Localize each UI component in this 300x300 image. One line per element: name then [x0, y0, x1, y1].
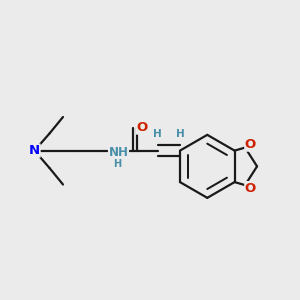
Text: O: O [245, 182, 256, 195]
Text: NH: NH [109, 146, 128, 159]
Text: N: N [29, 144, 40, 157]
Text: O: O [136, 121, 148, 134]
Text: O: O [245, 138, 256, 151]
Text: H: H [176, 129, 184, 139]
Text: H: H [113, 159, 121, 169]
Text: H: H [153, 129, 162, 139]
